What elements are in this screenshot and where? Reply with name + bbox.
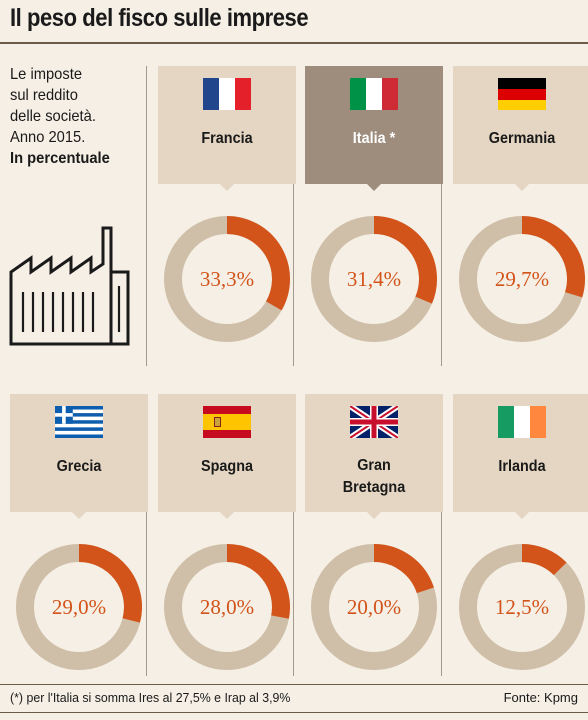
value-label: 28,0% <box>199 595 255 619</box>
country-name: Germania <box>488 130 556 147</box>
unit-label: In percentuale <box>10 150 110 167</box>
column-divider <box>293 394 294 676</box>
intro-line: sul reddito <box>10 87 78 104</box>
country-name: Italia * <box>352 130 396 147</box>
donut-value-arc <box>78 544 142 623</box>
intro-line: delle società. <box>10 108 96 125</box>
footnote: (*) per l'Italia si somma Ires al 27,5% … <box>10 690 291 705</box>
country-name: Gran <box>357 457 391 474</box>
column-divider <box>441 394 442 676</box>
value-label: 29,7% <box>494 267 550 291</box>
donut-chart: 20,0% <box>311 544 437 670</box>
flag-greece-icon <box>55 406 103 439</box>
country-card: Gran Bretagna <box>305 394 443 519</box>
donut-value-arc <box>373 544 434 594</box>
card-pointer <box>367 512 381 519</box>
donut-value-arc <box>521 544 567 576</box>
country-name: Francia <box>201 130 253 147</box>
column-divider <box>293 66 294 366</box>
country-name: Grecia <box>56 458 102 475</box>
country-name: Bretagna <box>342 479 406 496</box>
page-title: Il peso del fisco sulle imprese <box>10 4 309 32</box>
country-card: Grecia <box>10 394 148 519</box>
bottom-divider <box>0 712 588 713</box>
donut-value-arc <box>226 544 290 619</box>
country-card: Germania <box>453 66 588 191</box>
value-label: 12,5% <box>494 595 550 619</box>
value-label: 33,3% <box>199 267 255 291</box>
donut-chart: 28,0% <box>164 544 290 670</box>
donut-value-arc <box>521 216 585 298</box>
column-divider <box>146 66 147 366</box>
flag-germany-icon <box>498 78 546 110</box>
value-label: 31,4% <box>346 267 402 291</box>
card-pointer <box>515 512 529 519</box>
donut-chart: 12,5% <box>459 544 585 670</box>
column-divider <box>441 66 442 366</box>
flag-uk-icon <box>348 403 400 441</box>
donut-chart: 29,7% <box>459 216 585 342</box>
factory-icon <box>9 226 130 346</box>
country-card: Spagna <box>158 394 296 519</box>
flag-italy-icon <box>350 78 398 110</box>
donut-value-arc <box>373 216 437 304</box>
card-pointer <box>515 184 529 191</box>
donut-chart: 33,3% <box>164 216 290 342</box>
intro-text: Le imposte sul reddito delle società. An… <box>10 64 139 169</box>
country-card: Francia <box>158 66 296 191</box>
card-pointer <box>72 512 86 519</box>
column-divider <box>146 394 147 676</box>
value-label: 20,0% <box>346 595 402 619</box>
flag-ireland-icon <box>498 406 546 438</box>
country-card: Irlanda <box>453 394 588 519</box>
card-pointer <box>220 184 234 191</box>
country-name: Irlanda <box>498 458 546 475</box>
intro-line: Le imposte <box>10 66 83 83</box>
footer-divider <box>0 684 588 685</box>
flag-spain-icon <box>203 406 251 438</box>
title-divider <box>0 42 588 44</box>
source-credit: Fonte: Kpmg <box>503 690 578 705</box>
card-pointer <box>367 184 381 191</box>
donut-value-arc <box>226 216 290 311</box>
value-label: 29,0% <box>51 595 107 619</box>
country-name: Spagna <box>200 458 254 475</box>
donut-chart: 31,4% <box>311 216 437 342</box>
flag-france-icon <box>203 78 251 110</box>
donut-chart: 29,0% <box>16 544 142 670</box>
intro-line: Anno 2015. <box>10 129 86 146</box>
card-pointer <box>220 512 234 519</box>
country-card: Italia * <box>305 66 443 191</box>
